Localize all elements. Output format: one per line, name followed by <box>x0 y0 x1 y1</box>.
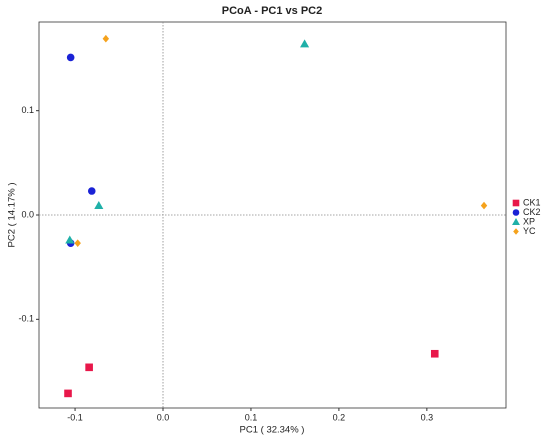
y-tick-label: -0.1 <box>18 314 34 324</box>
x-tick-label: 0.2 <box>333 412 346 422</box>
marker <box>300 39 310 48</box>
legend-label: CK1 <box>523 197 541 207</box>
x-axis-label: PC1 ( 32.34% ) <box>240 425 305 436</box>
marker <box>85 363 93 372</box>
marker <box>65 235 75 244</box>
x-tick-label: 0.0 <box>157 412 170 422</box>
marker <box>430 349 439 358</box>
chart-title: PCoA - PC1 vs PC2 <box>222 5 322 17</box>
y-tick-label: 0.1 <box>21 105 34 115</box>
x-tick-label: -0.1 <box>67 412 83 422</box>
marker <box>87 187 96 195</box>
x-tick-label: 0.3 <box>421 412 434 422</box>
legend-marker <box>512 218 520 225</box>
marker <box>480 201 488 210</box>
marker <box>64 389 72 398</box>
legend-marker <box>512 209 520 216</box>
marker <box>74 239 81 247</box>
marker <box>102 34 110 43</box>
legend-label: YC <box>523 226 536 236</box>
y-axis-label: PC2 ( 14.17% ) <box>7 183 18 248</box>
y-tick-label: 0.0 <box>21 209 34 219</box>
legend-label: CK2 <box>523 207 541 217</box>
x-tick-label: 0.1 <box>245 412 258 422</box>
legend-label: XP <box>523 216 535 226</box>
legend-marker <box>513 228 519 235</box>
marker <box>94 201 104 210</box>
legend-marker <box>512 199 520 207</box>
marker <box>66 53 75 62</box>
